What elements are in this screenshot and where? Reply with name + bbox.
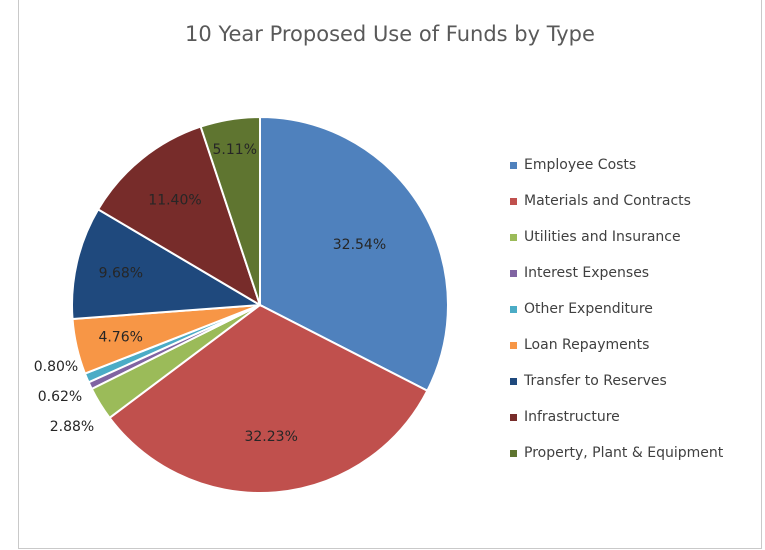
legend-label: Materials and Contracts — [524, 193, 691, 209]
legend-item-property-plant-equipment: Property, Plant & Equipment — [510, 435, 723, 471]
legend-item-transfer-to-reserves: Transfer to Reserves — [510, 363, 723, 399]
legend-swatch — [510, 161, 517, 169]
legend-label: Transfer to Reserves — [524, 373, 667, 389]
chart-frame — [18, 0, 762, 549]
data-label-utilities-and-insurance: 2.88% — [50, 419, 94, 435]
pie-slice-transfer-to-reserves — [71, 207, 264, 321]
legend-swatch — [510, 305, 517, 313]
legend-item-interest-expenses: Interest Expenses — [510, 255, 723, 291]
data-label-interest-expenses: 0.62% — [38, 389, 82, 405]
legend-label: Other Expenditure — [524, 301, 653, 317]
pie-slice-materials-and-contracts — [108, 303, 429, 494]
legend-label: Infrastructure — [524, 409, 620, 425]
chart-legend: Employee Costs Materials and Contracts Uti… — [510, 147, 723, 471]
chart-title: 10 Year Proposed Use of Funds by Type — [185, 22, 595, 46]
data-label-materials-and-contracts: 32.23% — [244, 429, 297, 445]
legend-label: Employee Costs — [524, 157, 637, 173]
data-label-infrastructure: 11.40% — [148, 193, 201, 209]
data-label-transfer-to-reserves: 9.68% — [99, 265, 143, 281]
data-label-loan-repayments: 4.76% — [98, 330, 142, 346]
legend-swatch — [510, 197, 517, 205]
legend-item-other-expenditure: Other Expenditure — [510, 291, 723, 327]
legend-label: Utilities and Insurance — [524, 229, 681, 245]
legend-swatch — [510, 449, 517, 457]
legend-item-infrastructure: Infrastructure — [510, 399, 723, 435]
pie-slice-infrastructure — [96, 125, 262, 308]
legend-label: Loan Repayments — [524, 337, 650, 353]
legend-item-loan-repayments: Loan Repayments — [510, 327, 723, 363]
legend-swatch — [510, 377, 517, 385]
legend-swatch — [510, 413, 517, 421]
legend-swatch — [510, 233, 517, 241]
legend-item-materials-and-contracts: Materials and Contracts — [510, 183, 723, 219]
legend-label: Property, Plant & Equipment — [524, 445, 724, 461]
data-label-employee-costs: 32.54% — [333, 237, 386, 253]
legend-label: Interest Expenses — [524, 265, 650, 281]
pie-slice-property-plant-equipment — [199, 115, 261, 306]
data-label-other-expenditure: 0.80% — [34, 359, 78, 375]
legend-swatch — [510, 341, 517, 349]
legend-item-employee-costs: Employee Costs — [510, 147, 723, 183]
pie-slice-employee-costs — [259, 115, 449, 393]
data-label-property-plant-equipment: 5.11% — [213, 142, 257, 158]
legend-swatch — [510, 269, 517, 277]
legend-item-utilities-and-insurance: Utilities and Insurance — [510, 219, 723, 255]
